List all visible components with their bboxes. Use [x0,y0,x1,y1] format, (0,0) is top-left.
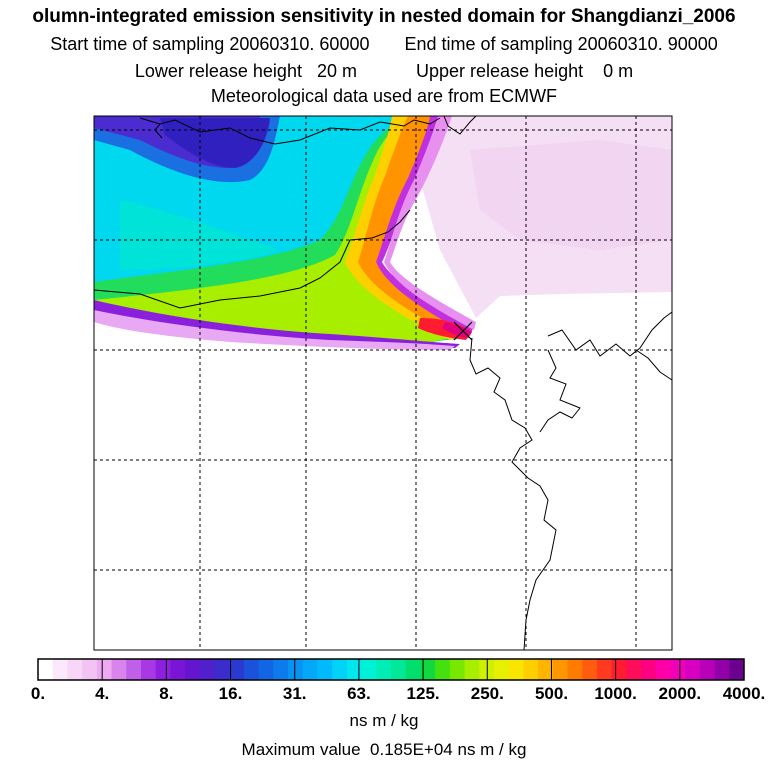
plume-teal-patch [120,200,280,270]
start-time-value: 20060310. 60000 [229,34,370,54]
colorbar-tick-label: 4. [95,684,110,703]
plume-core-purple [160,118,270,168]
end-time-label: End time of sampling [404,34,573,54]
receptor-marker-icon [453,321,473,341]
coastlines [93,115,673,651]
colorbar-tick-label: 8. [159,684,174,703]
colorbar-tick-label: 1000. [594,684,637,703]
lower-height-label: Lower release height [134,61,302,81]
upper-height-label: Upper release height [416,61,584,81]
colorbar-tick-label: 31. [282,684,307,703]
lower-height-value: 20 m [316,61,357,81]
plume-edge-pink [384,116,476,330]
colorbar-tick-label: 63. [347,684,371,703]
release-height-line: Lower release height 20 m Upper release … [0,61,768,81]
plume-hotspot-core [442,322,472,338]
colorbar-tick-label: 125. [406,684,440,703]
start-time-label: Start time of sampling [50,34,225,54]
colorbar-tick-label: 16. [218,684,243,703]
end-time-value: 20060310. 90000 [577,34,718,54]
maximum-value: 0.185E+04 ns m / kg [370,740,527,759]
colorbar-tick-label: 0. [30,684,46,703]
colorbar-tick-label: 2000. [658,684,702,703]
map-frame [93,115,673,651]
colorbar-units: ns m / kg [349,711,419,730]
plume-band-orange [358,116,472,338]
maximum-value-label: Maximum value [241,740,361,759]
upper-height-value: 0 m [603,61,634,81]
colorbar-tick-label: 4000. [722,684,766,703]
colorbar-tick-label: 250. [470,684,504,703]
maximum-value-line: Maximum value 0.185E+04 ns m / kg [0,740,768,760]
plume-south-edge-light [94,310,455,350]
low-sensitivity-patch [470,140,672,250]
colorbar-tick-label: 500. [534,684,569,703]
sampling-time-line: Start time of sampling 20060310. 60000 E… [0,34,768,54]
met-data-line: Meteorological data used are from ECMWF [210,86,558,106]
plot-title: olumn-integrated emission sensitivity in… [32,6,736,27]
